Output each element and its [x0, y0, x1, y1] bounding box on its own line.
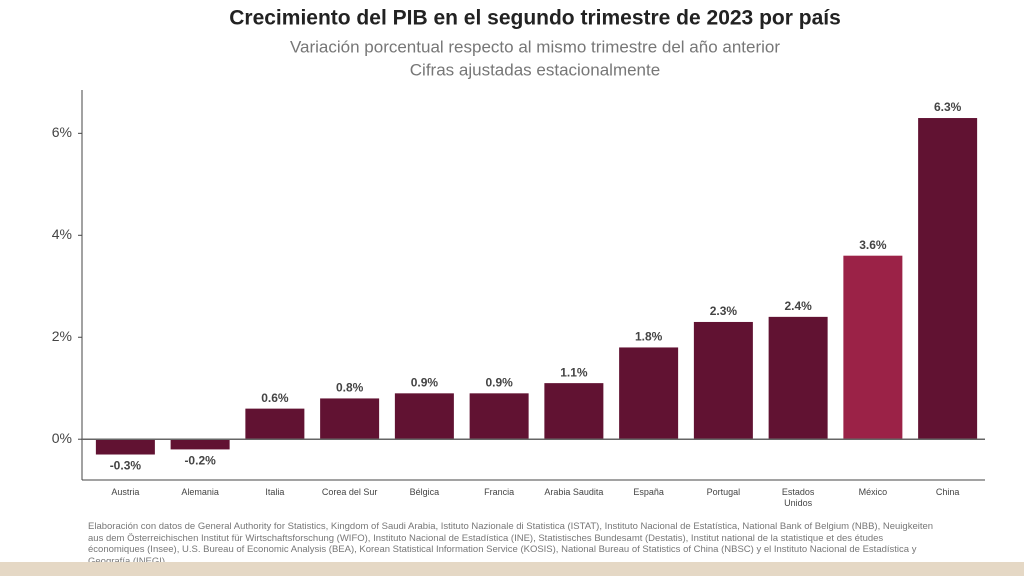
value-label: 1.8% [635, 330, 663, 344]
chart-subtitle: Variación porcentual respecto al mismo t… [290, 37, 780, 56]
footer-strip [0, 562, 1024, 576]
x-tick-label: Alemania [181, 487, 219, 497]
bar [918, 118, 978, 440]
bar [170, 439, 230, 450]
x-tick-label: Austria [111, 487, 140, 497]
value-label: 0.9% [411, 376, 439, 390]
x-tick-label: Arabia Saudita [544, 487, 604, 497]
source-note: Elaboración con datos de General Authori… [88, 521, 934, 567]
value-label: 0.8% [336, 381, 364, 395]
value-label: -0.2% [184, 454, 216, 468]
chart-title: Crecimiento del PIB en el segundo trimes… [229, 7, 841, 30]
bar [544, 383, 604, 440]
value-label: 3.6% [859, 238, 887, 252]
value-label: 0.9% [485, 376, 513, 390]
x-tick-label: Portugal [706, 487, 741, 497]
x-tick-label: México [858, 487, 888, 497]
y-tick-label: 6% [52, 124, 72, 140]
x-tick-label: Francia [484, 487, 515, 497]
value-label: 2.4% [784, 299, 812, 313]
bar [843, 255, 903, 440]
bar [619, 347, 679, 440]
chart-subtitle: Cifras ajustadas estacionalmente [410, 60, 660, 79]
x-tick-label: España [633, 487, 664, 497]
bar [768, 316, 828, 440]
x-tick-label: China [935, 487, 960, 497]
bar [95, 439, 155, 455]
y-tick-label: 0% [52, 430, 72, 446]
bar [693, 321, 753, 440]
bar [469, 393, 529, 440]
y-tick-label: 4% [52, 226, 72, 242]
value-label: -0.3% [110, 459, 142, 473]
x-tick-label: Estados Unidos [781, 487, 815, 508]
bar [320, 398, 380, 440]
value-label: 1.1% [560, 365, 588, 379]
value-label: 6.3% [934, 100, 962, 114]
value-label: 2.3% [710, 304, 738, 318]
value-label: 0.6% [261, 391, 289, 405]
x-tick-label: Italia [265, 487, 285, 497]
x-tick-label: Corea del Sur [321, 487, 378, 497]
bar [394, 393, 454, 440]
x-tick-label: Bélgica [409, 487, 440, 497]
y-tick-label: 2% [52, 328, 72, 344]
bar [245, 408, 305, 440]
